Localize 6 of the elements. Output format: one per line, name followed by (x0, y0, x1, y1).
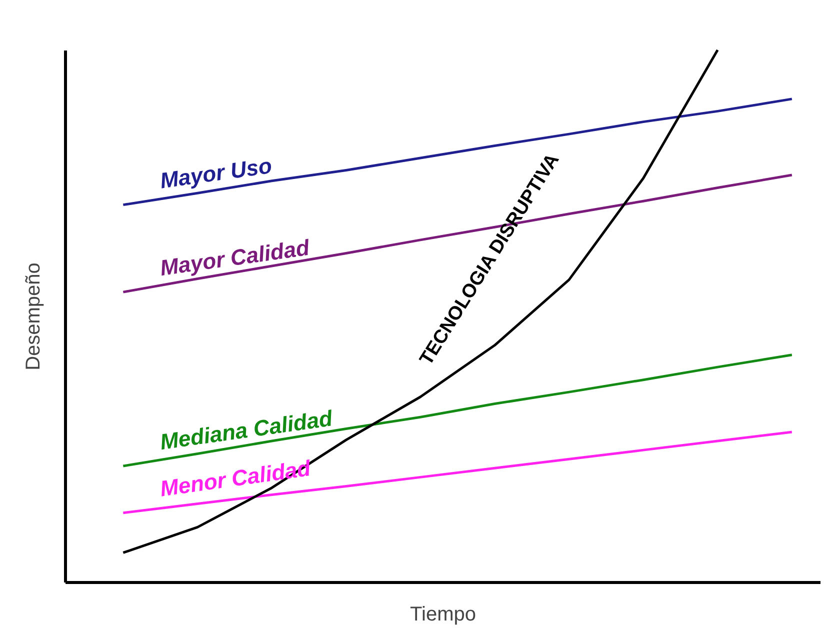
text: Mayor Uso (158, 152, 274, 194)
text: Mayor Calidad (158, 234, 312, 281)
y-axis-title: Desempeño (22, 262, 44, 370)
text: Mediana Calidad (158, 406, 334, 455)
text: Menor Calidad (158, 455, 313, 502)
x-axis-title: Tiempo (410, 604, 476, 626)
